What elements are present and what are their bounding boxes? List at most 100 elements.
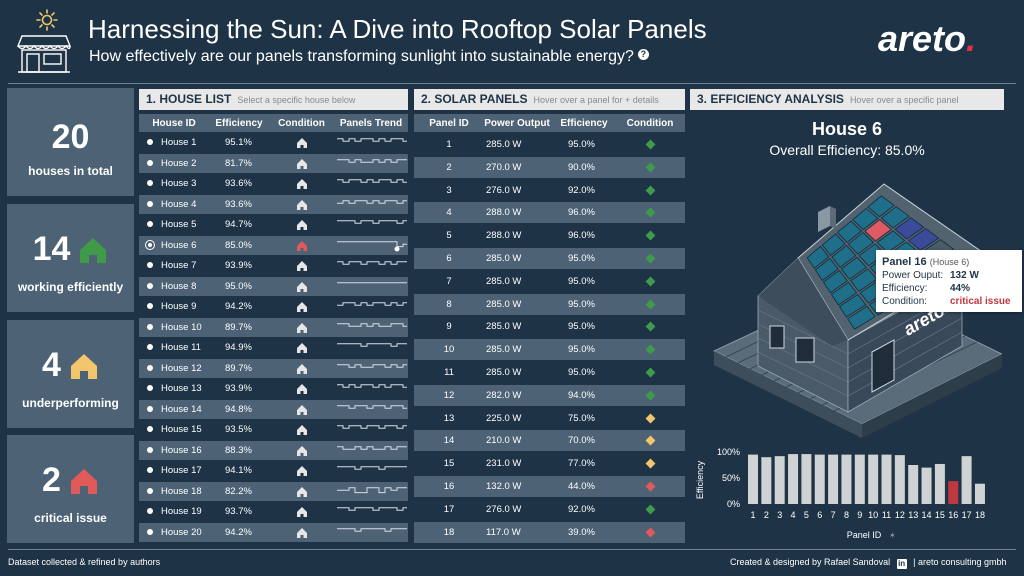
bullet-icon[interactable] <box>147 405 153 412</box>
roof-panel[interactable] <box>806 245 830 269</box>
efficiency-bar[interactable] <box>934 463 945 504</box>
bullet-icon[interactable] <box>147 282 153 289</box>
house-row[interactable]: House 10 89.7% <box>139 317 408 337</box>
bullet-icon[interactable] <box>147 508 153 514</box>
panel-row[interactable]: 13 225.0 W 75.0% <box>414 408 685 429</box>
efficiency-bar[interactable] <box>948 481 959 504</box>
panel-row[interactable]: 16 132.0 W 44.0% <box>414 476 685 497</box>
house-row[interactable]: House 9 94.2% <box>139 297 408 316</box>
efficiency-bar[interactable] <box>761 457 772 504</box>
bullet-icon[interactable] <box>147 528 153 535</box>
help-icon[interactable]: ? <box>637 49 649 60</box>
panel-row[interactable]: 2 270.0 W 90.0% <box>414 156 685 178</box>
panel-row[interactable]: 8 285.0 W 95.0% <box>414 293 685 315</box>
efficiency-bar[interactable] <box>801 454 812 504</box>
bullet-icon[interactable] <box>147 364 153 371</box>
house-row[interactable]: House 2 81.7% <box>139 153 408 173</box>
panel-row[interactable]: 5 288.0 W 96.0% <box>414 225 685 246</box>
roof-panel[interactable] <box>822 269 848 294</box>
house-row[interactable]: House 3 93.6% <box>139 174 408 193</box>
panel-row[interactable]: 14 210.0 W 70.0% <box>414 430 685 452</box>
roof-panel[interactable] <box>837 220 863 244</box>
roof-panel[interactable] <box>831 244 857 268</box>
efficiency-bar[interactable] <box>894 455 905 504</box>
col-panels-trend[interactable]: Panels Trend <box>339 118 403 129</box>
house-row[interactable]: House 15 93.5% <box>139 420 408 439</box>
house-row[interactable]: House 4 93.6% <box>139 194 408 214</box>
roof-panel[interactable] <box>840 256 868 280</box>
bullet-icon[interactable] <box>147 467 153 473</box>
house-row[interactable]: House 12 89.7% <box>139 358 408 378</box>
house-row[interactable]: House 19 93.7% <box>139 502 408 521</box>
roof-panel[interactable] <box>864 219 892 242</box>
pin-icon[interactable]: ✶ <box>889 531 896 540</box>
house-row[interactable]: House 6 85.0% <box>139 235 408 255</box>
roof-panel[interactable] <box>821 233 846 256</box>
efficiency-bar[interactable] <box>854 454 865 504</box>
bullet-icon[interactable] <box>147 344 153 350</box>
house-row[interactable]: House 8 95.0% <box>139 276 408 296</box>
col-power-output[interactable]: Power Output <box>484 118 550 129</box>
house-row[interactable]: House 1 95.1% <box>139 133 408 152</box>
panel-row[interactable]: 7 285.0 W 95.0% <box>414 271 685 292</box>
bullet-icon[interactable] <box>147 323 153 330</box>
linkedin-icon[interactable]: in <box>896 559 907 569</box>
panel-row[interactable]: 1 285.0 W 95.0% <box>414 134 685 155</box>
panel-row[interactable]: 4 288.0 W 96.0% <box>414 202 685 224</box>
house-row[interactable]: House 14 94.8% <box>139 399 408 419</box>
panel-row[interactable]: 10 285.0 W 95.0% <box>414 339 685 361</box>
bullet-icon[interactable] <box>147 159 153 166</box>
col-panel-efficiency[interactable]: Efficiency <box>560 118 608 129</box>
roof-panel[interactable] <box>852 207 879 231</box>
efficiency-bar[interactable] <box>748 454 758 504</box>
panel-row[interactable]: 17 276.0 W 92.0% <box>414 499 685 520</box>
roof-panel[interactable] <box>850 268 878 292</box>
roof-panel[interactable] <box>867 195 895 218</box>
efficiency-bar[interactable] <box>774 456 785 504</box>
roof-panel[interactable] <box>847 232 875 255</box>
house-row[interactable]: House 13 93.9% <box>139 379 408 398</box>
house-row[interactable]: House 16 88.3% <box>139 440 408 460</box>
panel-row[interactable]: 15 231.0 W 77.0% <box>414 453 685 474</box>
col-panel-id[interactable]: Panel ID <box>429 118 469 129</box>
panel-row[interactable]: 18 117.0 W 39.0% <box>414 521 685 543</box>
roof-panel[interactable] <box>847 305 876 330</box>
roof-panel[interactable] <box>830 281 858 306</box>
house-row[interactable]: House 20 94.2% <box>139 522 408 542</box>
efficiency-bar[interactable] <box>868 454 879 504</box>
efficiency-bar[interactable] <box>788 454 799 504</box>
efficiency-bar[interactable] <box>921 467 932 504</box>
roof-panel[interactable] <box>814 257 839 282</box>
bullet-icon[interactable] <box>147 446 153 453</box>
panel-row[interactable]: 12 282.0 W 94.0% <box>414 384 685 406</box>
bullet-icon[interactable] <box>147 180 153 186</box>
bullet-icon[interactable] <box>147 200 153 207</box>
bullet-icon[interactable] <box>147 385 153 391</box>
panel-row[interactable]: 6 285.0 W 95.0% <box>414 248 685 269</box>
panel-row[interactable]: 3 276.0 W 92.0% <box>414 180 685 201</box>
efficiency-bar[interactable] <box>961 456 972 504</box>
efficiency-bar[interactable] <box>814 454 825 504</box>
house-row[interactable]: House 18 82.2% <box>139 481 408 501</box>
house-row[interactable]: House 5 94.7% <box>139 215 408 234</box>
bullet-icon[interactable] <box>147 139 153 145</box>
efficiency-bar[interactable] <box>974 483 985 504</box>
col-panel-condition[interactable]: Condition <box>626 118 674 129</box>
panel-row[interactable]: 11 285.0 W 95.0% <box>414 362 685 383</box>
efficiency-bar[interactable] <box>908 465 919 504</box>
efficiency-bar[interactable] <box>841 454 852 504</box>
roof-panel[interactable] <box>838 293 867 318</box>
bullet-icon[interactable] <box>147 426 153 432</box>
house-row[interactable]: House 11 94.9% <box>139 338 408 357</box>
bullet-icon[interactable] <box>147 487 153 494</box>
house-row[interactable]: House 7 93.9% <box>139 256 408 275</box>
house-row[interactable]: House 17 94.1% <box>139 461 408 480</box>
efficiency-bar[interactable] <box>881 454 892 504</box>
efficiency-bar[interactable] <box>828 454 839 504</box>
col-efficiency[interactable]: Efficiency <box>215 118 263 129</box>
bullet-icon[interactable] <box>147 262 153 268</box>
selected-radio-icon[interactable] <box>145 239 155 250</box>
roof-panel[interactable] <box>880 206 910 229</box>
col-condition[interactable]: Condition <box>278 118 325 129</box>
roof-panel[interactable] <box>894 217 925 240</box>
